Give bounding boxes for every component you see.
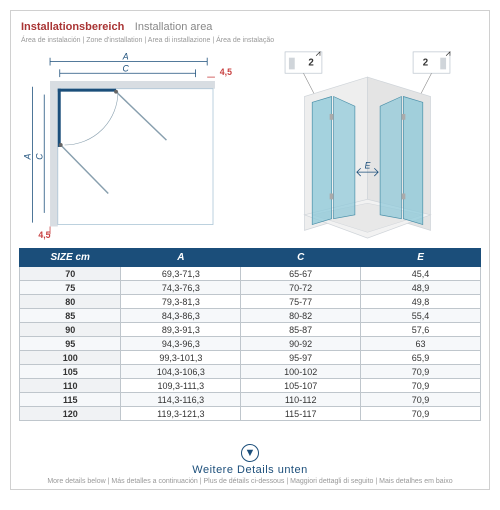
table-cell: 90 <box>20 323 121 337</box>
table-cell: 110 <box>20 379 121 393</box>
diagram-plan-view: A C 4,5 A C <box>19 48 246 242</box>
table-cell: 70,9 <box>361 379 481 393</box>
inset-label-left: 2 <box>308 57 313 68</box>
size-table-body: 7069,3-71,365-6745,47574,3-76,370-7248,9… <box>20 267 481 421</box>
table-cell: 75 <box>20 281 121 295</box>
table-row: 8584,3-86,380-8255,4 <box>20 309 481 323</box>
table-row: 10099,3-101,395-9765,9 <box>20 351 481 365</box>
table-cell: 115-117 <box>241 407 361 421</box>
table-cell: 85 <box>20 309 121 323</box>
table-cell: 94,3-96,3 <box>121 337 241 351</box>
table-cell: 114,3-116,3 <box>121 393 241 407</box>
table-cell: 45,4 <box>361 267 481 281</box>
table-cell: 100-102 <box>241 365 361 379</box>
table-cell: 105-107 <box>241 379 361 393</box>
table-cell: 95-97 <box>241 351 361 365</box>
table-row: 7574,3-76,370-7248,9 <box>20 281 481 295</box>
footer-langs: More details below | Más detalles a cont… <box>21 478 479 485</box>
title-alt: Installation area <box>135 21 213 33</box>
title-langs: Área de instalación | Zone d'installatio… <box>11 37 489 48</box>
table-cell: 70,9 <box>361 393 481 407</box>
table-cell: 79,3-81,3 <box>121 295 241 309</box>
table-cell: 119,3-121,3 <box>121 407 241 421</box>
table-cell: 65-67 <box>241 267 361 281</box>
down-arrow-icon: ▼ <box>241 444 259 462</box>
table-row: 8079,3-81,375-7749,8 <box>20 295 481 309</box>
table-cell: 80 <box>20 295 121 309</box>
table-cell: 70 <box>20 267 121 281</box>
table-cell: 57,6 <box>361 323 481 337</box>
dim-45-bottom: 4,5 <box>38 230 50 240</box>
diagram-row: A C 4,5 A C <box>11 48 489 248</box>
table-cell: 104,3-106,3 <box>121 365 241 379</box>
table-cell: 65,9 <box>361 351 481 365</box>
table-cell: 115 <box>20 393 121 407</box>
table-cell: 95 <box>20 337 121 351</box>
size-table-header-cell: E <box>361 249 481 267</box>
table-row: 9594,3-96,390-9263 <box>20 337 481 351</box>
table-cell: 49,8 <box>361 295 481 309</box>
table-cell: 70-72 <box>241 281 361 295</box>
size-table-header-cell: A <box>121 249 241 267</box>
table-row: 110109,3-111,3105-10770,9 <box>20 379 481 393</box>
table-cell: 63 <box>361 337 481 351</box>
size-table-header-cell: SIZE cm <box>20 249 121 267</box>
table-row: 105104,3-106,3100-10270,9 <box>20 365 481 379</box>
table-cell: 100 <box>20 351 121 365</box>
inset-label-right: 2 <box>423 57 428 68</box>
table-cell: 90-92 <box>241 337 361 351</box>
table-cell: 80-82 <box>241 309 361 323</box>
product-spec-card: Installationsbereich Installation area Á… <box>10 10 490 490</box>
table-cell: 105 <box>20 365 121 379</box>
table-cell: 109,3-111,3 <box>121 379 241 393</box>
table-cell: 84,3-86,3 <box>121 309 241 323</box>
dim-e: E <box>365 160 371 170</box>
table-row: 120119,3-121,3115-11770,9 <box>20 407 481 421</box>
table-cell: 55,4 <box>361 309 481 323</box>
title-main: Installationsbereich <box>21 21 124 33</box>
table-cell: 70,9 <box>361 365 481 379</box>
table-cell: 110-112 <box>241 393 361 407</box>
table-cell: 89,3-91,3 <box>121 323 241 337</box>
title-row: Installationsbereich Installation area <box>11 11 489 37</box>
table-cell: 48,9 <box>361 281 481 295</box>
table-row: 115114,3-116,3110-11270,9 <box>20 393 481 407</box>
table-cell: 74,3-76,3 <box>121 281 241 295</box>
size-table-head: SIZE cmACE <box>20 249 481 267</box>
table-cell: 120 <box>20 407 121 421</box>
dim-45-right: 4,5 <box>220 67 232 77</box>
table-cell: 99,3-101,3 <box>121 351 241 365</box>
dim-c-top: C <box>123 63 130 73</box>
table-cell: 75-77 <box>241 295 361 309</box>
dim-a-top: A <box>122 52 129 62</box>
dim-a-left: A <box>23 154 33 161</box>
footer-main: Weitere Details unten <box>21 464 479 476</box>
diagram-3d-view: 2 2 <box>254 48 481 242</box>
table-cell: 69,3-71,3 <box>121 267 241 281</box>
dim-c-left: C <box>34 153 44 160</box>
size-table-header-cell: C <box>241 249 361 267</box>
table-cell: 85-87 <box>241 323 361 337</box>
footer: ▼ Weitere Details unten More details bel… <box>11 437 489 489</box>
size-table: SIZE cmACE 7069,3-71,365-6745,47574,3-76… <box>19 248 481 421</box>
table-cell: 70,9 <box>361 407 481 421</box>
table-row: 9089,3-91,385-8757,6 <box>20 323 481 337</box>
table-row: 7069,3-71,365-6745,4 <box>20 267 481 281</box>
